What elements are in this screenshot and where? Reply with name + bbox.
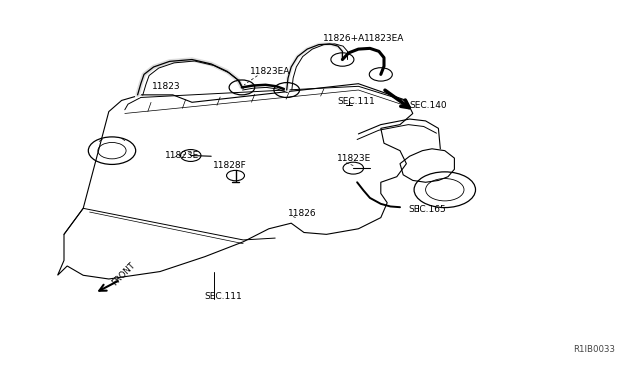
Text: 11828F: 11828F <box>212 161 246 170</box>
Text: R1IB0033: R1IB0033 <box>573 345 615 354</box>
Text: SEC.140: SEC.140 <box>410 101 447 110</box>
Text: SEC.111: SEC.111 <box>205 292 243 301</box>
Text: 11823EA: 11823EA <box>364 34 404 43</box>
Text: 11826: 11826 <box>288 209 317 218</box>
Text: SEC.111: SEC.111 <box>337 97 375 106</box>
Text: SEC.165: SEC.165 <box>408 205 446 214</box>
Text: 11823E: 11823E <box>337 154 372 163</box>
Text: 11823: 11823 <box>152 82 181 91</box>
Text: 11823E: 11823E <box>165 151 200 160</box>
Text: 11823EA: 11823EA <box>250 67 290 76</box>
Text: 11826+A: 11826+A <box>323 34 365 43</box>
Text: FRONT: FRONT <box>110 260 137 287</box>
